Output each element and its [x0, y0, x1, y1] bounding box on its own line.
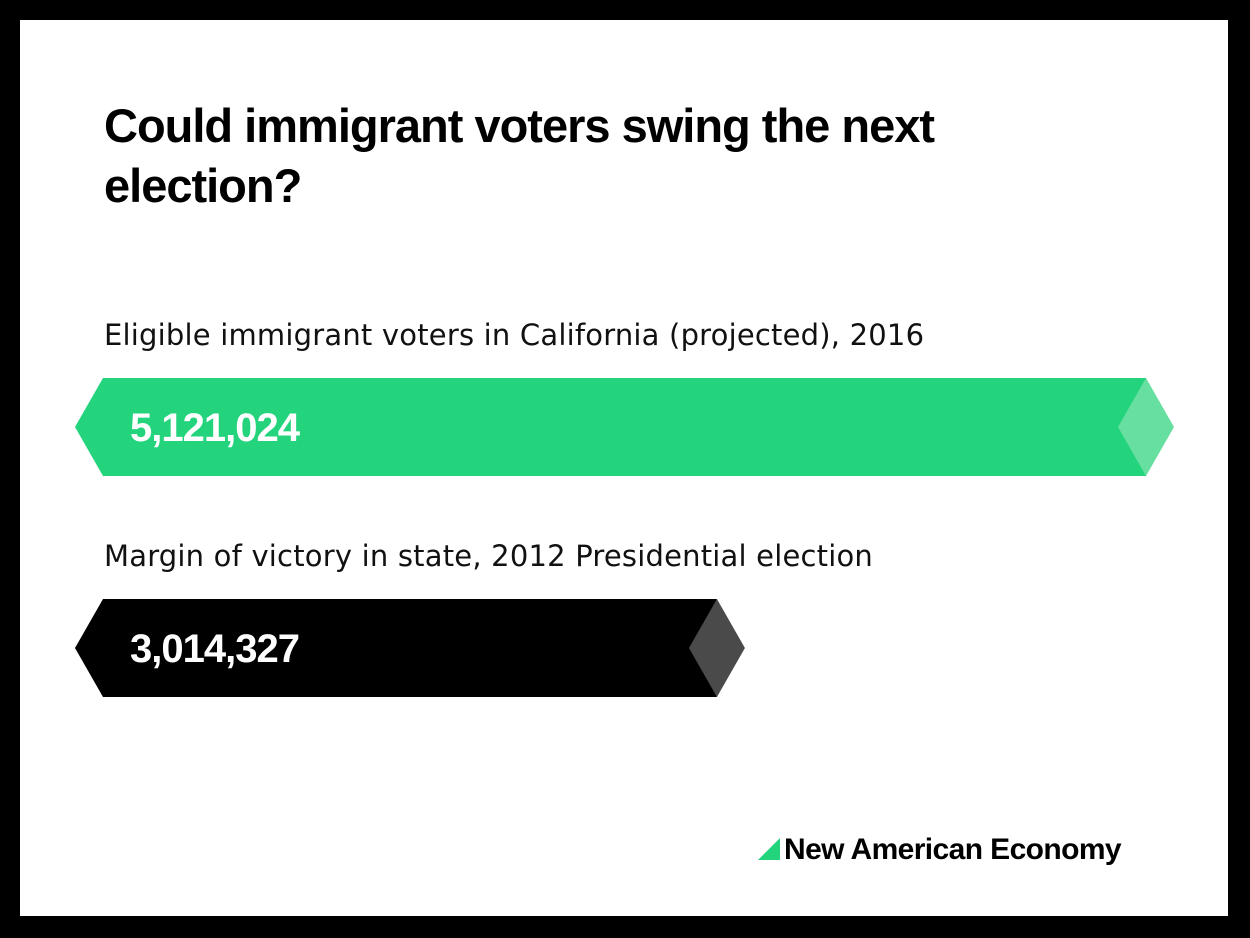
- bar-tip-1: [688, 599, 745, 697]
- bar-value-label-0: 5,121,024: [130, 406, 301, 450]
- chart-title: Could immigrant voters swing the next el…: [104, 99, 935, 212]
- bar-label-immigrant-voters: Eligible immigrant voters in California …: [104, 318, 925, 352]
- brand-name: New American Economy: [784, 833, 1122, 866]
- bar-chart: 5,121,024 3,014,327: [75, 378, 1174, 697]
- infographic-card: Could immigrant voters swing the next el…: [20, 20, 1228, 916]
- bar-0: [75, 378, 1146, 476]
- bar-1: [75, 599, 717, 697]
- bar-tip-0: [1118, 378, 1174, 476]
- bar-label-margin-of-victory: Margin of victory in state, 2012 Preside…: [104, 539, 874, 573]
- green-triangle-icon: [758, 838, 780, 860]
- bar-value-label-1: 3,014,327: [130, 627, 299, 671]
